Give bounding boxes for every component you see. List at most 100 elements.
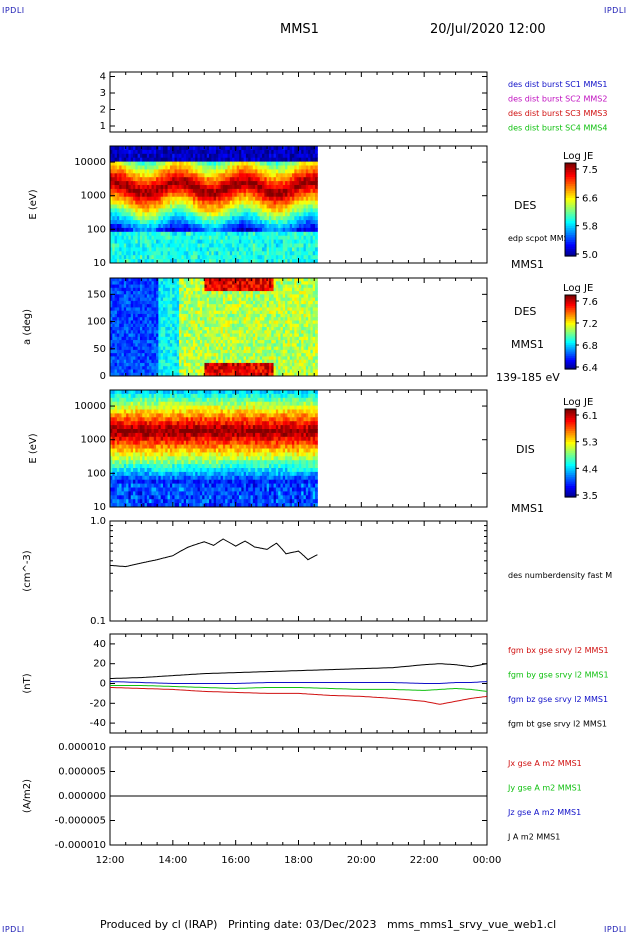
panel-2-heat-cell: [266, 349, 270, 354]
panel-1-heat-cell: [268, 153, 272, 159]
panel-1-heat-cell: [126, 227, 129, 233]
panel-1-heat-cell: [268, 216, 272, 221]
panel-2-heat-cell: [248, 340, 252, 344]
panel-2-heat-cell: [248, 320, 252, 325]
panel-1-heat-cell: [220, 243, 224, 248]
panel-2-heat-cell: [229, 284, 233, 289]
panel-1-heat-cell: [137, 239, 141, 244]
panel-2-heat-cell: [264, 349, 268, 354]
panel-2-heat-cell: [176, 313, 180, 318]
panel-2-heat-cell: [248, 317, 252, 321]
panel-1-heat-cell: [229, 177, 233, 182]
panel-1-heat-cell: [121, 247, 125, 252]
panel-2-heat-cell: [192, 291, 196, 295]
panel-1-heat-cell: [179, 204, 182, 209]
panel-1-heat-cell: [280, 259, 284, 264]
panel-2-heat-cell: [126, 297, 129, 302]
panel-2-heat-cell: [209, 353, 212, 357]
panel-1-heat-cell: [202, 235, 205, 241]
panel-2-heat-cell: [172, 349, 176, 354]
panel-2-heat-cell: [209, 323, 212, 328]
panel-2-heat-cell: [197, 336, 201, 341]
panel-2-heat-cell: [146, 320, 150, 325]
panel-1-heat-cell: [158, 181, 162, 186]
panel-1-heat-cell: [139, 161, 143, 166]
panel-2-heat-cell: [264, 372, 268, 377]
panel-2-heat-cell: [197, 327, 201, 331]
panel-2-heat-cell: [128, 327, 132, 331]
panel-2-heat-cell: [179, 310, 182, 315]
panel-1-heat-cell: [144, 239, 148, 244]
panel-1-heat-cell: [282, 231, 286, 237]
panel-1-heat-cell: [264, 188, 268, 194]
panel-2-heat-cell: [174, 300, 178, 305]
panel-2-heat-cell: [195, 278, 199, 282]
panel-1-heat-cell: [243, 192, 247, 198]
panel-2-heat-cell: [116, 281, 120, 286]
panel-1-heat-cell: [190, 177, 194, 182]
panel-1-heat-cell: [252, 247, 256, 252]
panel-1-heat-cell: [110, 212, 113, 217]
panel-2-heat-cell: [133, 346, 136, 351]
panel-2-heat-cell: [199, 343, 203, 348]
panel-2-heat-cell: [266, 353, 270, 357]
panel-2-heat-cell: [234, 304, 238, 308]
panel-2-heat-cell: [179, 291, 182, 295]
panel-1-heat-cell: [151, 146, 155, 151]
panel-2-heat-cell: [236, 310, 240, 315]
panel-1-heat-cell: [236, 227, 240, 233]
panel-1-heat-cell: [234, 220, 238, 225]
panel-2-heat-cell: [264, 307, 268, 312]
panel-1-heat-cell: [116, 185, 120, 190]
panel-2-heat-cell: [220, 278, 224, 282]
panel-2-heat-cell: [146, 343, 150, 348]
panel-1-heat-cell: [280, 251, 284, 256]
panel-2-heat-cell: [114, 294, 118, 299]
panel-2-heat-cell: [268, 307, 272, 312]
panel-1-heat-cell: [135, 224, 139, 229]
panel-2-heat-cell: [149, 372, 152, 377]
panel-1-heat-cell: [232, 251, 235, 256]
panel-2-heat-cell: [135, 287, 139, 292]
panel-1-heat-cell: [181, 169, 185, 174]
panel-1-heat-cell: [312, 204, 316, 209]
panel-2-heat-cell: [222, 294, 226, 299]
panel-2-heat-cell: [158, 330, 162, 335]
panel-1-heat-cell: [248, 149, 252, 155]
panel-1-heat-cell: [165, 251, 169, 256]
panel-1-heat-cell: [308, 146, 311, 151]
panel-2-heat-cell: [229, 281, 233, 286]
panel-1-heat-cell: [119, 231, 123, 237]
panel-1-heat-cell: [188, 251, 192, 256]
panel-2-heat-cell: [133, 366, 136, 370]
panel-1-heat-cell: [195, 153, 199, 159]
panel-1-heat-cell: [149, 157, 152, 163]
panel-1-heat-cell: [225, 239, 228, 244]
panel-2-heat-cell: [202, 300, 205, 305]
panel-1-heat-cell: [181, 149, 185, 155]
panel-2-heat-cell: [190, 343, 194, 348]
panel-2-heat-cell: [162, 353, 166, 357]
panel-2-heat-cell: [209, 278, 212, 282]
panel-2-heat-cell: [146, 336, 150, 341]
panel-2-heat-cell: [204, 304, 208, 308]
panel-2-heat-cell: [218, 362, 222, 367]
panel-2-heat-cell: [169, 353, 173, 357]
panel-1-heat-cell: [262, 200, 265, 205]
panel-1-heat-cell: [264, 149, 268, 155]
panel-2-heat-cell: [176, 349, 180, 354]
panel-1-heat-cell: [301, 153, 305, 159]
panel-2-heat-cell: [199, 327, 203, 331]
panel-1-heat-cell: [116, 255, 120, 260]
panel-1-heat-cell: [130, 173, 134, 178]
panel-1-heat-cell: [126, 153, 129, 159]
panel-1-heat-cell: [190, 216, 194, 221]
panel-1-heat-cell: [257, 208, 261, 213]
panel-1-heat-cell: [241, 173, 245, 178]
panel-1-heat-cell: [151, 212, 155, 217]
panel-1-heat-cell: [271, 204, 275, 209]
panel-1-heat-cell: [239, 255, 242, 260]
panel-1-heat-cell: [186, 157, 189, 163]
panel-1-ytick-label: 10000: [74, 157, 106, 168]
panel-2-heat-cell: [232, 281, 235, 286]
